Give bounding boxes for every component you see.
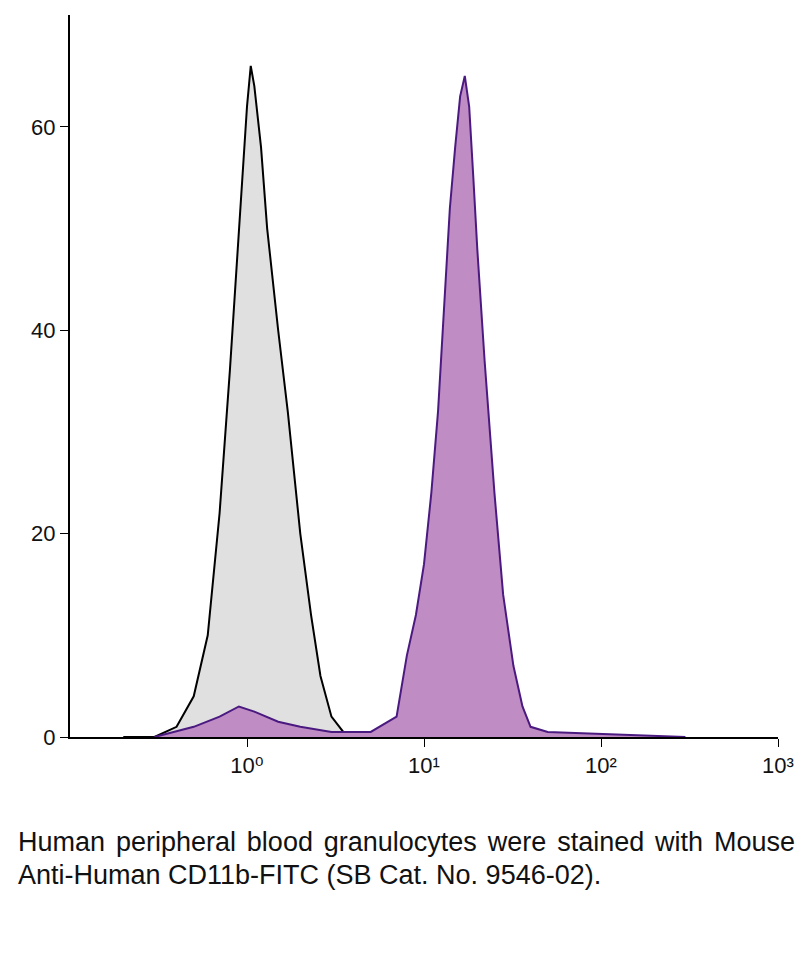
svg-text:40: 40 xyxy=(31,318,55,343)
svg-text:10⁰: 10⁰ xyxy=(230,753,263,778)
svg-text:0: 0 xyxy=(43,725,55,750)
svg-text:60: 60 xyxy=(31,115,55,140)
html-text:Human peripheral blood granulo: Human peripheral blood granulocytes were… xyxy=(18,827,795,890)
svg-text:20: 20 xyxy=(31,521,55,546)
svg-text:10²: 10² xyxy=(585,753,617,778)
svg-text:10³: 10³ xyxy=(762,753,794,778)
svg-text:10¹: 10¹ xyxy=(408,753,440,778)
